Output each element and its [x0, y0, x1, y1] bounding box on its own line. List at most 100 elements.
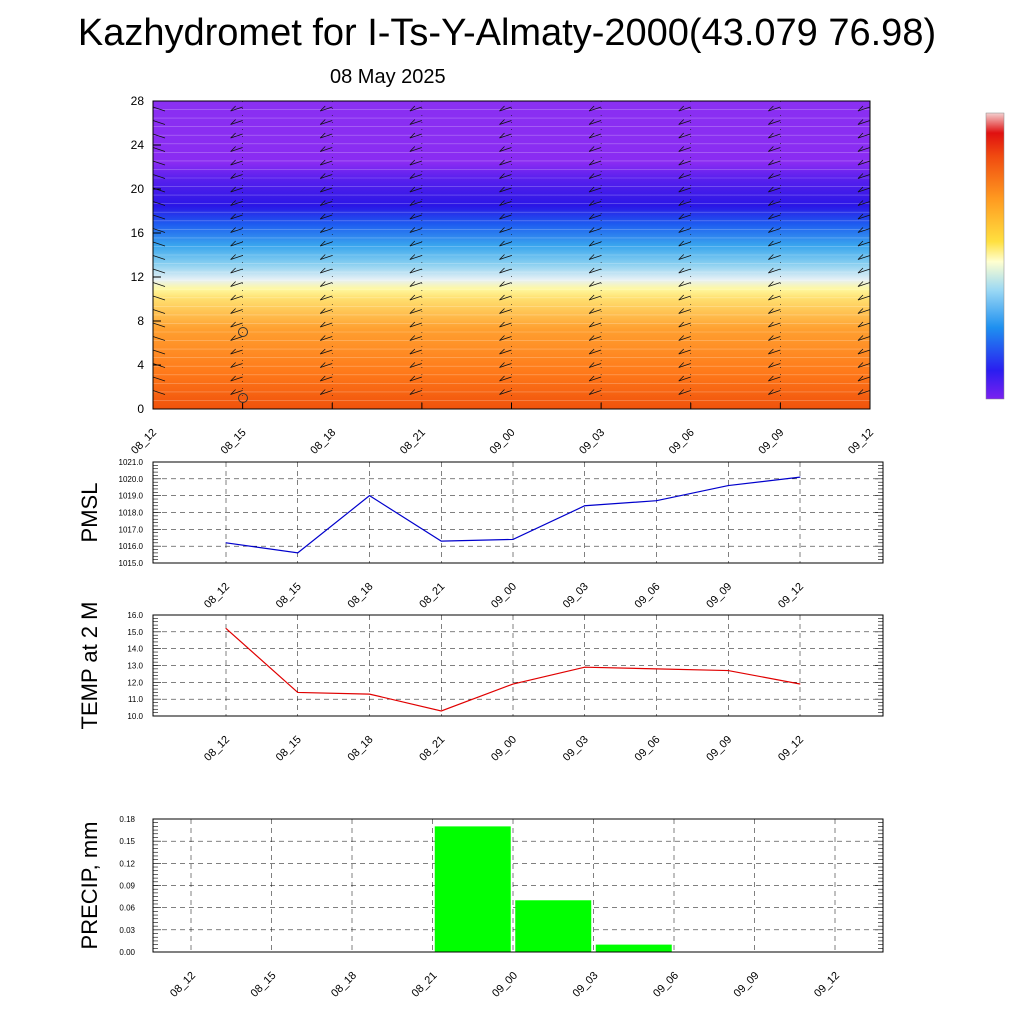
wind-barb-flag — [230, 375, 236, 382]
wind-barb — [588, 106, 602, 112]
wind-barb — [588, 147, 602, 152]
wind-barb-flag — [588, 159, 595, 166]
wind-barb-flag — [678, 281, 685, 287]
wind-barb-flag — [319, 348, 326, 355]
wind-barb — [768, 241, 781, 247]
wind-barb-flag — [768, 389, 774, 395]
wind-barb — [152, 147, 166, 152]
wind-barb — [320, 133, 333, 139]
x-tick-label: 08_18 — [346, 581, 376, 611]
x-tick-label: 09_12 — [812, 970, 842, 1000]
y-tick-label: 0.09 — [119, 882, 135, 891]
wind-barb-flag — [857, 254, 864, 260]
wind-barb — [230, 282, 243, 287]
wind-barb — [768, 120, 781, 125]
wind-barb-flag — [768, 105, 774, 112]
wind-barb — [409, 174, 423, 179]
wind-barb-flag — [588, 200, 595, 206]
calm-marker — [238, 393, 248, 403]
wind-barb-flag — [768, 281, 774, 287]
wind-barb-flag — [768, 119, 774, 125]
x-tick-label: 08_12 — [202, 734, 232, 764]
y-tick-label: 4 — [137, 358, 144, 372]
wind-barb — [230, 133, 243, 139]
wind-barb — [499, 106, 512, 112]
wind-barb-flag — [409, 254, 416, 260]
wind-barb — [409, 282, 423, 287]
wind-barb-flag — [588, 186, 595, 193]
wind-barb — [230, 228, 243, 233]
wind-barb-flag — [230, 389, 236, 395]
wind-barb-flag — [230, 267, 236, 274]
wind-barb-flag — [319, 146, 326, 152]
x-tick-label: 08_18 — [346, 734, 376, 764]
precip-bar — [434, 826, 511, 952]
wind-barb — [768, 349, 781, 355]
y-tick-label: 12 — [131, 270, 145, 284]
data-point — [225, 627, 227, 629]
color-scale-bar — [985, 112, 1005, 400]
wind-barb — [768, 201, 781, 206]
wind-barb-flag — [499, 281, 505, 287]
wind-barb-flag — [409, 186, 416, 193]
wind-barb-flag — [230, 308, 236, 314]
wind-barb — [409, 255, 423, 260]
wind-barb — [857, 255, 871, 260]
wind-barb — [320, 390, 333, 395]
y-tick-label: 0.03 — [119, 926, 135, 935]
wind-barb-flag — [409, 335, 416, 341]
wind-barb-flag — [588, 389, 595, 395]
wind-barb — [320, 174, 333, 179]
wind-barb — [768, 376, 781, 382]
wind-barb — [588, 133, 602, 139]
wind-barb — [499, 201, 512, 206]
wind-barb — [230, 295, 243, 301]
wind-barb-flag — [768, 213, 774, 220]
x-tick-label: 09_03 — [571, 970, 601, 1000]
wind-barb — [409, 376, 423, 382]
wind-barb-flag — [857, 281, 864, 287]
wind-barb-flag — [409, 362, 416, 368]
wind-barb-flag — [588, 254, 595, 260]
wind-barb-flag — [678, 362, 685, 368]
wind-barb — [409, 201, 423, 206]
pmsl-panel: 1015.0 1016.0 1017.0 1018.0 1019.0 1020.0 1021… — [77, 458, 884, 611]
x-tick-label: 08_21 — [410, 970, 440, 1000]
wind-barb-flag — [857, 119, 864, 125]
wind-barb-flag — [678, 227, 685, 233]
wind-barb-flag — [768, 375, 774, 382]
wind-barb — [678, 390, 691, 395]
wind-barb-flag — [409, 159, 416, 166]
y-tick-label: 10.0 — [127, 712, 143, 721]
wind-barb-flag — [588, 281, 595, 287]
y-tick-label: 0.12 — [119, 859, 135, 868]
x-tick-label: 09_03 — [561, 734, 591, 764]
y-tick-label: 20 — [131, 182, 145, 196]
x-tick-label: 09_00 — [488, 427, 518, 457]
wind-barb-flag — [319, 321, 326, 328]
wind-barb — [152, 120, 166, 125]
wind-barb — [857, 174, 871, 179]
wind-barb — [678, 322, 691, 328]
wind-barb — [678, 255, 691, 260]
wind-barb-flag — [499, 294, 505, 301]
wind-barb-flag — [230, 281, 236, 287]
wind-barb-flag — [499, 200, 505, 206]
wind-barb — [320, 214, 333, 220]
series-line — [225, 476, 801, 554]
wind-barb-flag — [499, 308, 505, 314]
wind-barb — [409, 295, 423, 301]
wind-barb — [588, 228, 602, 233]
x-tick-label: 09_03 — [577, 427, 607, 457]
cross-section-panel: 0 4 8 12 16 20 24 28 08_12 08_15 08_18 08_21 09_00 09… — [129, 94, 876, 457]
wind-barb — [678, 120, 691, 125]
wind-barb — [230, 376, 243, 382]
wind-barb-flag — [857, 375, 864, 382]
wind-barb — [409, 309, 423, 314]
wind-barb-flag — [768, 173, 774, 179]
wind-barb-flag — [678, 119, 685, 125]
wind-barb-flag — [319, 132, 326, 139]
wind-barb — [499, 214, 512, 220]
wind-barb-flag — [499, 159, 505, 166]
y-tick-label: 15.0 — [127, 628, 143, 637]
